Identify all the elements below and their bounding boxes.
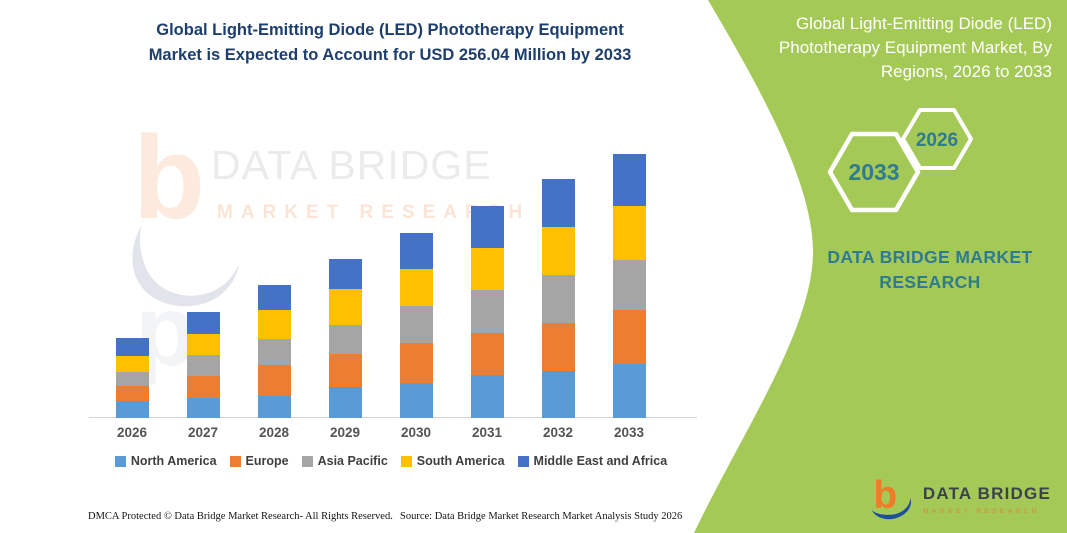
legend-item-north-america: North America <box>114 454 217 468</box>
bar-segment-europe-2027 <box>186 375 220 398</box>
bar-segment-asia-pacific-2029 <box>328 324 362 355</box>
legend-label: Asia Pacific <box>317 454 388 468</box>
bar-segment-middle-east-and-africa-2031 <box>470 206 504 248</box>
legend-label: North America <box>130 454 217 468</box>
bar-segment-europe-2033 <box>612 310 646 365</box>
legend-item-middle-east-and-africa: Middle East and Africa <box>517 454 668 468</box>
hexagon-2026-outline-icon <box>901 108 973 170</box>
bar-segment-asia-pacific-2031 <box>470 289 504 334</box>
bar-segment-north-america-2029 <box>328 386 362 418</box>
x-axis-label-2028: 2028 <box>258 425 290 440</box>
bar-segment-asia-pacific-2026 <box>115 372 149 386</box>
legend-item-europe: Europe <box>229 454 289 468</box>
bar-segment-north-america-2028 <box>257 395 291 418</box>
databridge-logo: b DATA BRIDGE MARKET RESEARCH <box>868 475 1051 523</box>
databridge-logo-mark-icon: b <box>871 475 911 520</box>
bar-segment-north-america-2032 <box>541 371 575 418</box>
x-axis-label-2026: 2026 <box>116 425 148 440</box>
x-axis-label-2030: 2030 <box>400 425 432 440</box>
bar-segment-south-america-2026 <box>115 355 149 373</box>
chart-title-line2: Market is Expected to Account for USD 25… <box>148 46 632 64</box>
panel-brand-line1: DATA BRIDGE MARKET <box>827 247 1033 267</box>
hexagon-2033: 2033 <box>827 131 921 213</box>
bar-segment-south-america-2033 <box>612 205 646 260</box>
panel-brand-text: DATA BRIDGE MARKET RESEARCH <box>790 245 1067 295</box>
bar-segment-south-america-2031 <box>470 247 504 290</box>
hexagon-2026: 2026 <box>901 108 973 170</box>
legend-swatch-icon <box>229 455 241 467</box>
svg-text:b: b <box>873 475 897 517</box>
legend-label: Europe <box>245 454 289 468</box>
chart-legend: North America Europe Asia Pacific South Ame… <box>95 454 687 468</box>
bar-segment-europe-2031 <box>470 333 504 376</box>
bar-segment-middle-east-and-africa-2030 <box>399 232 433 269</box>
panel-brand-line2: RESEARCH <box>879 272 981 292</box>
bar-segment-north-america-2031 <box>470 375 504 418</box>
hexagon-2033-label: 2033 <box>848 159 899 185</box>
bar-segment-middle-east-and-africa-2028 <box>257 284 291 311</box>
x-axis-label-2032: 2032 <box>542 425 574 440</box>
hexagon-2033-outline-icon <box>827 131 921 213</box>
legend-item-south-america: South America <box>400 454 505 468</box>
hexagon-2026-label: 2026 <box>916 130 958 151</box>
legend-label: Middle East and Africa <box>533 454 668 468</box>
bar-segment-south-america-2028 <box>257 310 291 339</box>
chart-title-line1: Global Light-Emitting Diode (LED) Photot… <box>156 21 624 39</box>
footer: DMCA Protected © Data Bridge Market Rese… <box>0 511 740 527</box>
bar-segment-asia-pacific-2033 <box>612 259 646 311</box>
bar-segment-north-america-2030 <box>399 382 433 418</box>
bar-segment-europe-2028 <box>257 364 291 396</box>
databridge-logo-text: DATA BRIDGE MARKET RESEARCH <box>923 484 1051 515</box>
x-axis-label-2033: 2033 <box>613 425 645 440</box>
footer-dmca-text: DMCA Protected © Data Bridge Market Rese… <box>88 511 393 522</box>
green-panel-shape <box>694 0 1067 533</box>
bar-segment-north-america-2027 <box>186 397 220 418</box>
bar-segment-middle-east-and-africa-2033 <box>612 154 646 206</box>
bar-segment-south-america-2029 <box>328 288 362 325</box>
legend-swatch-icon <box>114 455 126 467</box>
legend-swatch-icon <box>400 455 412 467</box>
databridge-logo-name: DATA BRIDGE <box>922 483 1051 503</box>
stacked-bar-plot: 2026 2027 2028 2029 2030 2031 2032 2033 <box>89 120 697 440</box>
legend-item-asia-pacific: Asia Pacific <box>301 454 388 468</box>
x-axis-label-2027: 2027 <box>187 425 219 440</box>
panel-title-line3: Regions, 2026 to 2033 <box>880 62 1052 81</box>
bar-segment-south-america-2030 <box>399 268 433 306</box>
bar-segment-north-america-2026 <box>115 400 149 418</box>
bar-segment-middle-east-and-africa-2026 <box>115 338 149 356</box>
bar-segment-europe-2032 <box>541 322 575 372</box>
bar-segment-asia-pacific-2032 <box>541 274 575 323</box>
x-axis-label-2031: 2031 <box>471 425 503 440</box>
bar-segment-south-america-2027 <box>186 333 220 355</box>
databridge-logo-sub: MARKET RESEARCH <box>922 507 1040 515</box>
x-axis-line <box>89 417 697 418</box>
panel-title-line2: Phototherapy Equipment Market, By <box>778 38 1052 57</box>
legend-swatch-icon <box>517 455 529 467</box>
chart-title: Global Light-Emitting Diode (LED) Photot… <box>40 18 740 68</box>
bar-segment-europe-2029 <box>328 354 362 387</box>
bar-segment-middle-east-and-africa-2027 <box>186 311 220 334</box>
bar-segment-south-america-2032 <box>541 227 575 275</box>
x-axis-label-2029: 2029 <box>329 425 361 440</box>
bar-segment-north-america-2033 <box>612 364 646 418</box>
bar-segment-europe-2030 <box>399 342 433 383</box>
bar-segment-middle-east-and-africa-2032 <box>541 178 575 228</box>
bar-segment-asia-pacific-2027 <box>186 354 220 376</box>
bar-segment-middle-east-and-africa-2029 <box>328 259 362 289</box>
footer-source-text: Source: Data Bridge Market Research Mark… <box>400 511 683 522</box>
legend-label: South America <box>416 454 505 468</box>
bar-segment-europe-2026 <box>115 385 149 401</box>
bar-segment-asia-pacific-2030 <box>399 305 433 343</box>
bar-segment-asia-pacific-2028 <box>257 338 291 365</box>
panel-title-line1: Global Light-Emitting Diode (LED) <box>795 14 1052 33</box>
legend-swatch-icon <box>301 455 313 467</box>
panel-title: Global Light-Emitting Diode (LED) Photot… <box>747 12 1052 84</box>
